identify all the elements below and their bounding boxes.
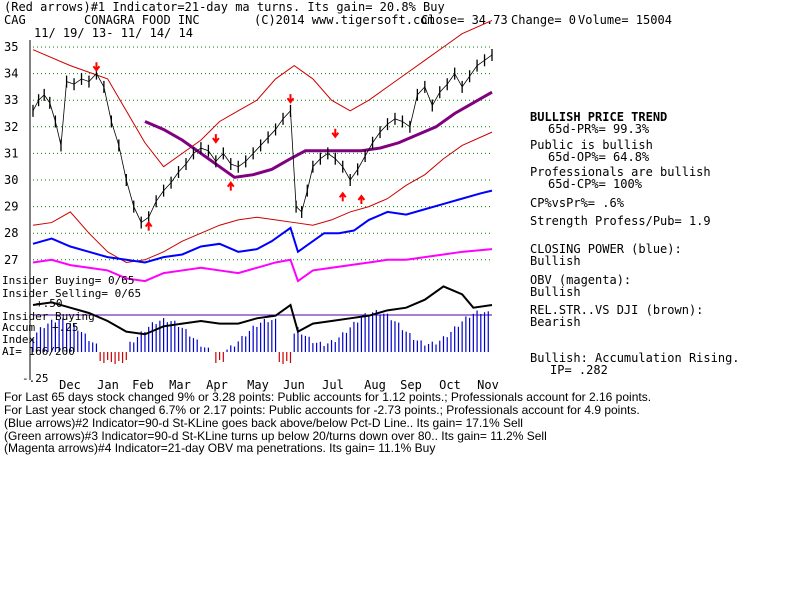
x-tick-labels: Dec Jan Feb Mar Apr May Jun Jul Aug Sep Oct Nov [59, 378, 499, 392]
y-tick-label: 35 [4, 40, 18, 54]
close-price: Close= 34.73 [421, 13, 508, 27]
x-tick-label: Jul [322, 378, 344, 392]
x-tick-label: Jan [97, 378, 119, 392]
closing-power-line [32, 189, 493, 264]
header-line1: (Red arrows)#1 Indicator=21-day ma turns… [4, 0, 445, 14]
y-tick-label: 27 [4, 253, 18, 267]
y-tick-label: 32 [4, 120, 18, 134]
pros-status: Professionals are bullish [530, 165, 711, 179]
closing-power-status: Bullish [530, 254, 581, 268]
obv-line [32, 248, 493, 283]
insider-buying-label: Insider Buying [2, 310, 95, 323]
footer-line1: For Last 65 days stock changed 9% or 3.2… [4, 390, 652, 404]
index-label: Index [2, 333, 36, 346]
insider-buying: Insider Buying= 0/65 [2, 274, 135, 287]
company-name: CONAGRA FOOD INC [84, 13, 200, 27]
x-tick-label: Aug [364, 378, 386, 392]
cp-pct: 65d-CP%= 100% [548, 177, 642, 191]
x-tick-label: May [247, 378, 269, 392]
volume: Volume= 15004 [578, 13, 672, 27]
y-tick-label: 33 [4, 93, 18, 107]
buy-arrow-icon [357, 194, 366, 204]
y-tick-label: 30 [4, 173, 18, 187]
insider-selling: Insider Selling= 0/65 [2, 287, 142, 300]
obv-status: Bullish [530, 285, 581, 299]
price-line [32, 54, 493, 224]
footer-line4: (Green arrows)#3 Indicator=90-d St-KLine… [4, 429, 547, 443]
ip-value: IP= .282 [550, 363, 608, 377]
price-trend: BULLISH PRICE TREND [530, 110, 668, 124]
x-tick-label: Feb [132, 378, 154, 392]
upper-band-line [32, 19, 493, 168]
footer-line3: (Blue arrows)#2 Indicator=90-d St-KLine … [4, 416, 523, 430]
sell-arrow-icon [331, 128, 340, 139]
chart-series [32, 19, 493, 336]
x-tick-label: Jun [283, 378, 305, 392]
accum-plus-label: +.25 [52, 321, 79, 334]
accum-50-label: +.50 [36, 297, 63, 310]
copyright: (C)2014 www.tigersoft.com [254, 13, 435, 27]
public-status: Public is bullish [530, 138, 653, 152]
y-tick-label: 28 [4, 226, 18, 240]
relstr-status: Bearish [530, 315, 581, 329]
y-tick-labels: 35 34 33 32 31 30 29 28 27 [4, 40, 18, 267]
relstr-label: REL.STR..VS DJI (brown): [530, 303, 704, 317]
buy-arrow-icon [226, 181, 235, 191]
x-tick-label: Dec [59, 378, 81, 392]
change: Change= 0 [511, 13, 577, 27]
accum-rising: Bullish: Accumulation Rising. [530, 351, 740, 365]
ticker: CAG [4, 13, 26, 27]
buy-arrow-icon [338, 191, 347, 202]
sell-arrow-icon [212, 134, 220, 144]
x-tick-label: Nov [477, 378, 499, 392]
strength-ratio: Strength Profess/Pub= 1.9 [530, 214, 711, 228]
ai-label: AI= 166/200 [2, 345, 75, 358]
x-tick-label: Mar [169, 378, 191, 392]
chart-grid [29, 40, 492, 380]
date-range: 11/ 19/ 13- 11/ 14/ 14 [34, 26, 193, 40]
y-tick-label: 31 [4, 146, 18, 160]
accum-label: Accum [2, 321, 36, 334]
y-tick-label: 34 [4, 67, 18, 81]
sell-arrow-icon [286, 94, 295, 104]
moving-average-line [144, 90, 493, 179]
closing-power-label: CLOSING POWER (blue): [530, 242, 682, 256]
x-tick-label: Sep [400, 378, 422, 392]
relative-strength-line [32, 285, 493, 336]
pr-pct: 65d-PR%= 99.3% [548, 122, 650, 136]
op-pct: 65d-OP%= 64.8% [548, 150, 650, 164]
cp-vs-pr: CP%vsPr%= .6% [530, 196, 624, 210]
x-tick-label: Oct [439, 378, 461, 392]
sell-arrow-icon [92, 62, 101, 72]
footer-line2: For Last year stock changed 6.7% or 2.17… [4, 403, 640, 417]
obv-label: OBV (magenta): [530, 273, 632, 287]
accum-minus25-label: -.25 [22, 372, 49, 385]
x-tick-label: Apr [206, 378, 228, 392]
buy-arrow-icon [144, 220, 153, 231]
y-tick-label: 29 [4, 200, 18, 214]
signal-arrows [92, 62, 366, 231]
footer-line5: (Magenta arrows)#4 Indicator=21-day OBV … [4, 441, 436, 455]
lower-band-line [32, 131, 493, 263]
